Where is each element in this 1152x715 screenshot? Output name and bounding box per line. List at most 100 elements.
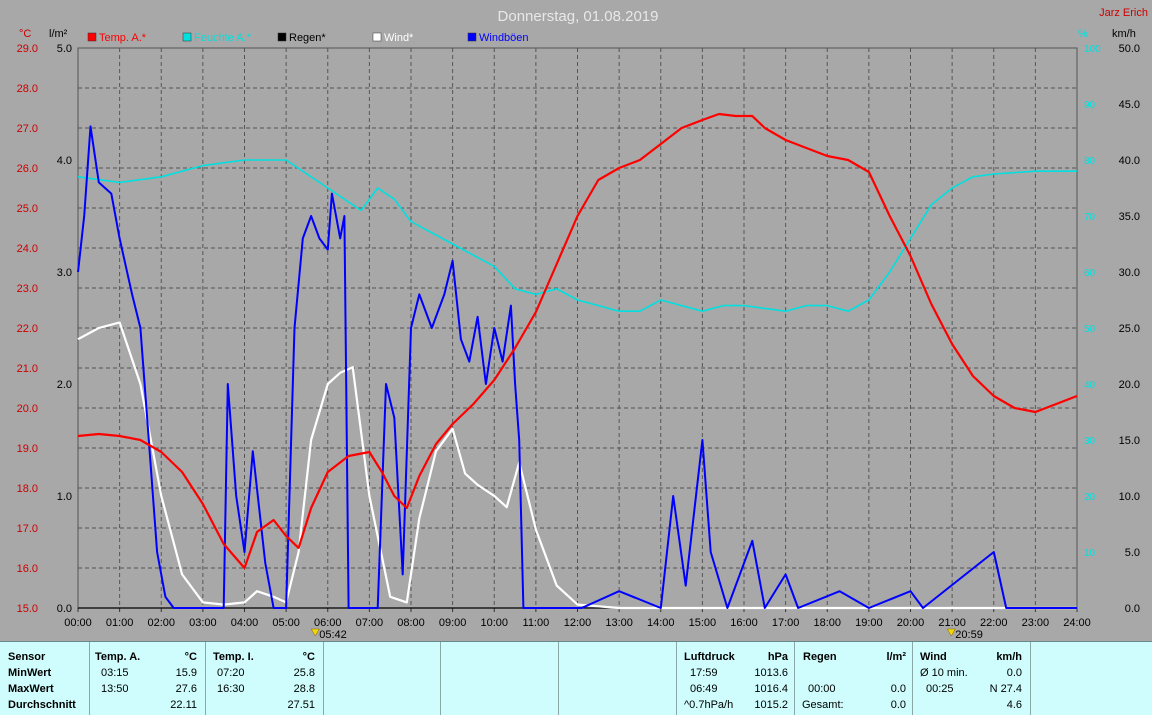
hum-unit-label: % (1078, 28, 1088, 40)
series-line (77, 159, 1077, 312)
stats-sensor-head: Sensor (8, 651, 46, 663)
legend-swatch (182, 32, 192, 42)
stats-temp-a-column: Temp. A. °C 03:15 15.9 13:50 27.6 22.11 (90, 642, 206, 715)
wind-tick-label: 25.0 (1119, 323, 1140, 335)
time-tick-label: 02:00 (147, 617, 175, 629)
legend-label: Regen* (289, 32, 326, 44)
legend-label: Temp. A.* (99, 32, 147, 44)
stats-panel: Sensor MinWert MaxWert Durchschnitt Temp… (0, 641, 1152, 715)
hum-tick-label: 90 (1084, 100, 1096, 111)
sun-markers: 05:42 20:59 (310, 628, 983, 641)
time-tick-label: 18:00 (813, 617, 841, 629)
stats-min-label: MinWert (8, 667, 52, 679)
rain-tick-label: 4.0 (57, 155, 72, 167)
temp-i-max-value: 28.8 (293, 683, 315, 695)
time-tick-label: 24:00 (1063, 617, 1091, 629)
time-tick-label: 00:00 (64, 617, 92, 629)
wind-head: Wind (920, 651, 947, 663)
time-tick-label: 06:00 (314, 617, 342, 629)
time-tick-label: 11:00 (523, 617, 550, 629)
temp-tick-label: 28.0 (17, 83, 38, 95)
temp-tick-label: 24.0 (17, 243, 38, 255)
pressure-max-value: 1016.4 (754, 683, 788, 695)
stats-pressure-column: Luftdruck hPa 17:59 1013.6 06:49 1016.4 … (677, 642, 795, 715)
time-tick-label: 12:00 (564, 617, 592, 629)
stats-max-label: MaxWert (8, 683, 54, 695)
wind-row2-label: 00:25 (926, 683, 954, 695)
temp-tick-label: 22.0 (17, 323, 38, 335)
hum-tick-label: 10 (1084, 548, 1096, 559)
time-tick-label: 23:00 (1022, 617, 1050, 629)
time-tick-label: 21:00 (938, 617, 966, 629)
time-tick-label: 09:00 (439, 617, 467, 629)
temp-unit-label: °C (19, 28, 31, 40)
rain-row2-label: Gesamt: (802, 699, 844, 711)
temp-tick-label: 19.0 (17, 443, 38, 455)
wind-row1-label: Ø 10 min. (920, 667, 968, 679)
pressure-min-time: 17:59 (690, 667, 718, 679)
sun-marker (946, 628, 956, 637)
hum-tick-label: 80 (1084, 156, 1096, 167)
time-tick-label: 04:00 (231, 617, 259, 629)
temp-tick-label: 18.0 (17, 483, 38, 495)
stats-empty-3 (559, 642, 677, 715)
rain-row1-label: 00:00 (808, 683, 836, 695)
author-label: Jarz Erich (1099, 7, 1148, 19)
chart-legend: Temp. A.* Feuchte A.* Regen* Wind* Windböen (87, 32, 529, 44)
rain-head: Regen (803, 651, 837, 663)
stats-rain-column: Regen l/m² 00:00 0.0 Gesamt: 0.0 (795, 642, 913, 715)
temp-tick-label: 26.0 (17, 163, 38, 175)
wind-row1-value: 0.0 (1006, 667, 1022, 679)
wind-tick-label: 50.0 (1119, 43, 1140, 55)
temp-tick-label: 20.0 (17, 403, 38, 415)
rain-tick-label: 5.0 (57, 43, 72, 55)
stats-sensor-column: Sensor MinWert MaxWert Durchschnitt (0, 642, 90, 715)
pressure-min-value: 1013.6 (754, 667, 788, 679)
stats-wind-column: Wind km/h Ø 10 min. 0.0 00:25 N 27.4 4.6 (913, 642, 1031, 715)
wind-tick-label: 20.0 (1119, 379, 1140, 391)
temp-i-min-time: 07:20 (217, 667, 245, 679)
time-tick-label: 05:00 (272, 617, 300, 629)
rain-tick-label: 1.0 (57, 491, 72, 503)
axis-labels: 15.0 16.0 17.0 18.0 19.0 20.0 21.0 22.0 23.0 24.0… (17, 43, 1140, 629)
time-tick-label: 15:00 (689, 617, 717, 629)
wind-tick-label: 40.0 (1119, 155, 1140, 167)
hum-tick-label: 20 (1084, 492, 1096, 503)
legend-swatch (467, 32, 477, 42)
time-tick-label: 10:00 (480, 617, 508, 629)
temp-tick-label: 15.0 (17, 603, 38, 615)
series-line (77, 125, 1077, 609)
temp-tick-label: 21.0 (17, 363, 38, 375)
wind-unit: km/h (996, 651, 1022, 663)
wind-tick-label: 10.0 (1119, 491, 1140, 503)
temp-a-min-time: 03:15 (101, 667, 129, 679)
stats-temp-i-column: Temp. I. °C 07:20 25.8 16:30 28.8 27.51 (206, 642, 324, 715)
temp-tick-label: 16.0 (17, 563, 38, 575)
time-tick-label: 03:00 (189, 617, 217, 629)
temp-tick-label: 17.0 (17, 523, 38, 535)
rain-row1-value: 0.0 (890, 683, 906, 695)
stats-empty-2 (441, 642, 559, 715)
pressure-max-time: 06:49 (690, 683, 718, 695)
hum-tick-label: 70 (1084, 212, 1096, 223)
rain-tick-label: 3.0 (57, 267, 72, 279)
weather-chart: Donnerstag, 01.08.2019 Jarz Erich °C l/m… (16, 7, 1148, 641)
hum-tick-label: 60 (1084, 268, 1096, 279)
pressure-head: Luftdruck (684, 651, 735, 663)
series-lines (77, 112, 1078, 610)
time-tick-label: 14:00 (647, 617, 675, 629)
pressure-unit: hPa (767, 651, 788, 663)
temp-i-max-time: 16:30 (217, 683, 245, 695)
temp-i-average: 27.51 (287, 699, 315, 711)
time-tick-label: 07:00 (356, 617, 384, 629)
pressure-trend-value: 1015.2 (754, 699, 788, 711)
time-tick-label: 19:00 (855, 617, 883, 629)
rain-tick-label: 2.0 (57, 379, 72, 391)
time-tick-label: 17:00 (772, 617, 800, 629)
legend-swatch (277, 32, 287, 42)
wind-tick-label: 45.0 (1119, 99, 1140, 111)
legend-swatch (372, 32, 382, 42)
hum-tick-label: 50 (1084, 324, 1096, 335)
time-tick-label: 22:00 (980, 617, 1008, 629)
sun-time-label: 05:42 (319, 629, 347, 641)
